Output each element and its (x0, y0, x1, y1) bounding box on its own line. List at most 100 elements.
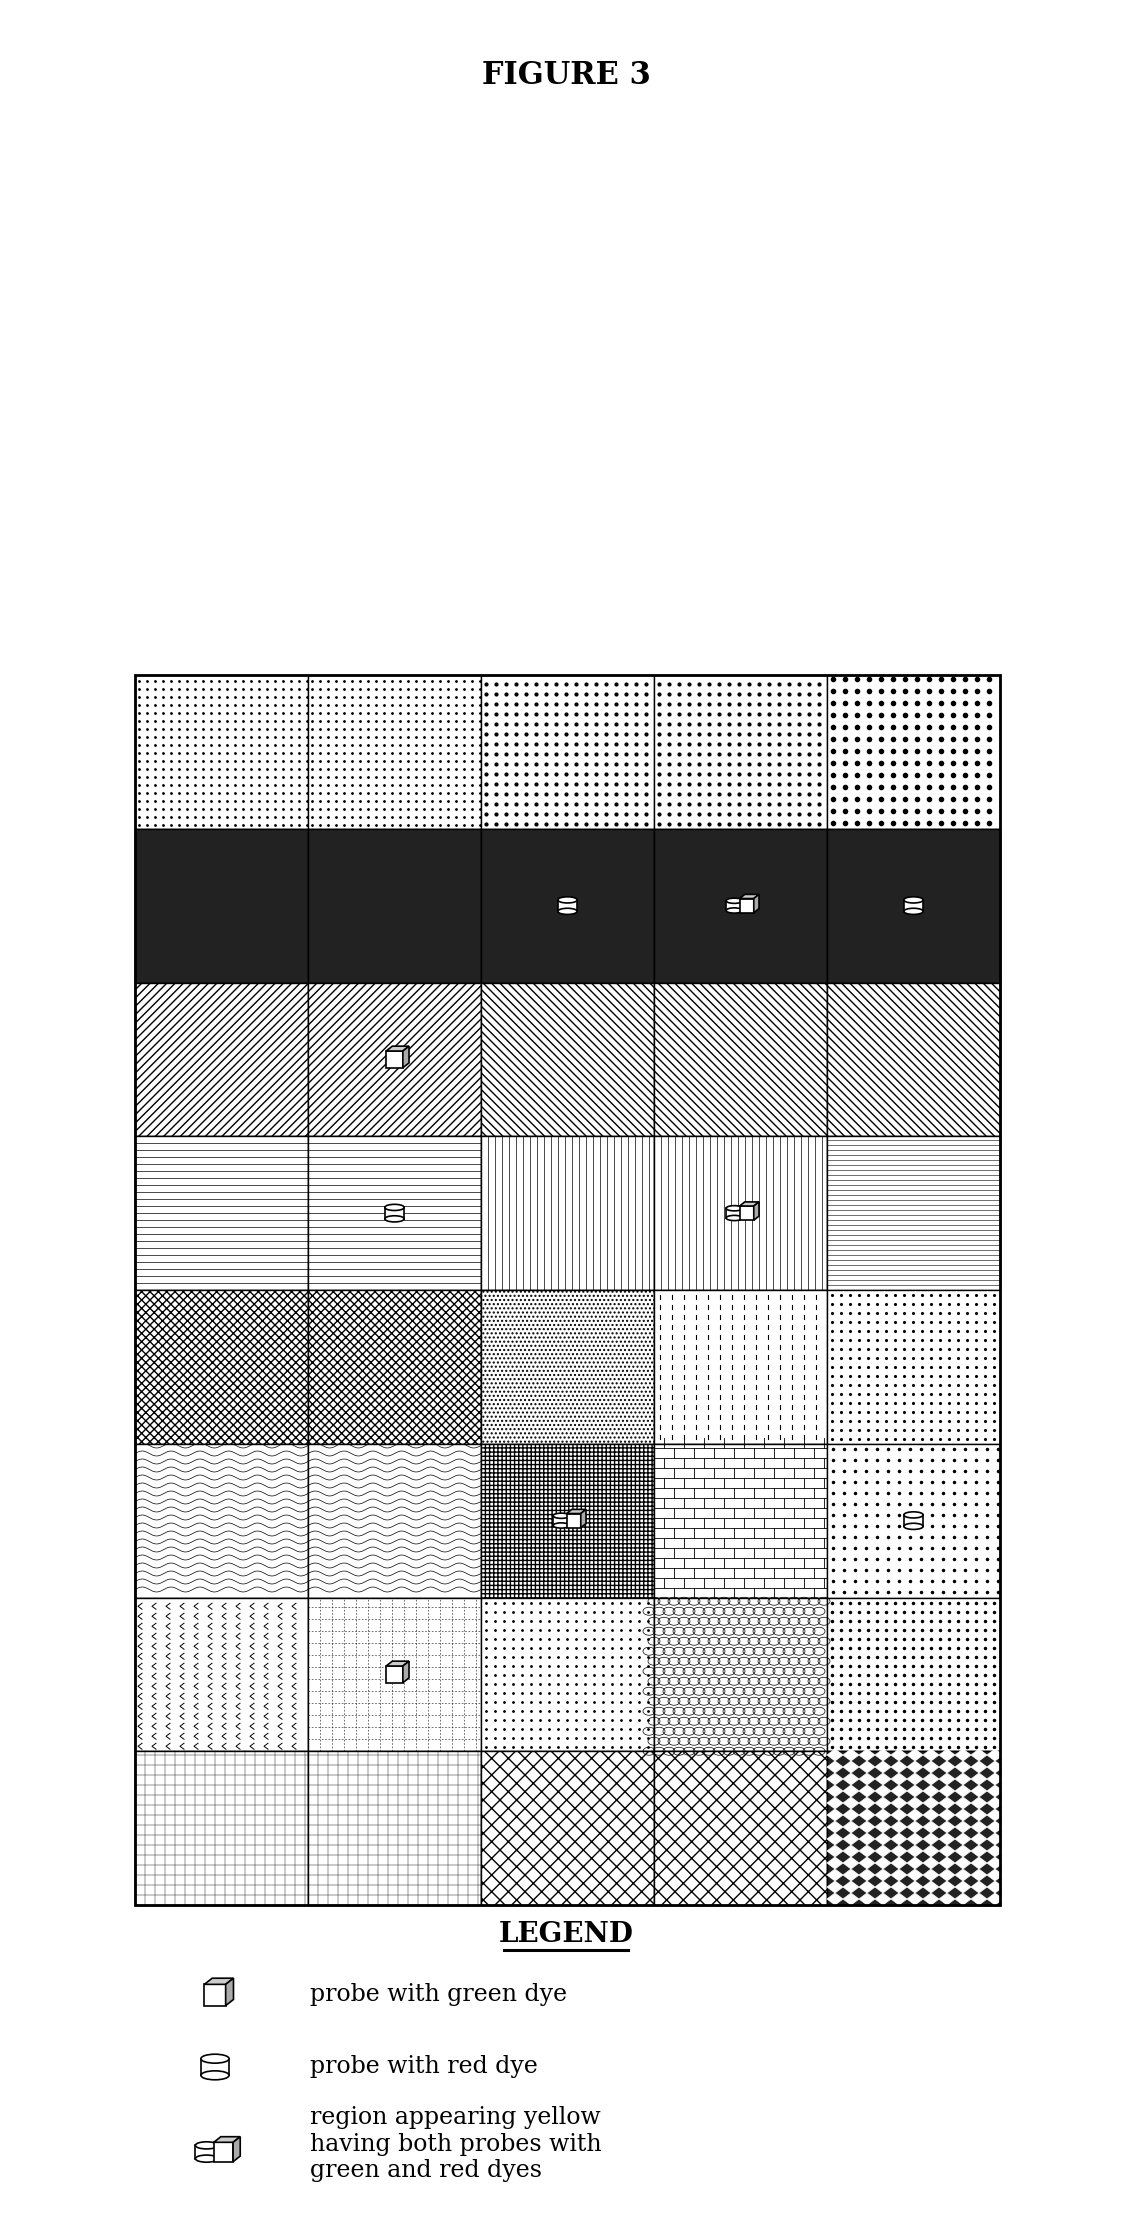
Ellipse shape (903, 1524, 924, 1529)
Polygon shape (907, 1846, 923, 1857)
Polygon shape (940, 1772, 955, 1786)
Polygon shape (955, 1893, 971, 1904)
Polygon shape (205, 1985, 225, 2005)
Polygon shape (859, 1772, 875, 1786)
Text: probe with green dye: probe with green dye (310, 1982, 567, 2007)
Polygon shape (386, 1046, 409, 1050)
Polygon shape (225, 1978, 233, 2005)
Polygon shape (955, 1846, 971, 1857)
Polygon shape (859, 1822, 875, 1833)
Polygon shape (843, 1750, 859, 1761)
Polygon shape (827, 1797, 843, 1808)
Polygon shape (987, 1750, 1003, 1761)
Bar (481, 1290, 654, 1444)
Bar (654, 1444, 827, 1598)
Polygon shape (891, 1786, 907, 1797)
Ellipse shape (196, 2141, 217, 2148)
Polygon shape (891, 1822, 907, 1833)
Polygon shape (843, 1808, 859, 1822)
Polygon shape (843, 1833, 859, 1846)
Bar (481, 1135, 654, 1290)
Polygon shape (859, 1797, 875, 1808)
Polygon shape (891, 1882, 907, 1893)
Polygon shape (214, 2137, 240, 2143)
Bar (827, 829, 1000, 983)
Bar (481, 675, 654, 829)
Polygon shape (827, 1868, 843, 1882)
Bar (827, 1135, 1000, 1290)
Polygon shape (955, 1772, 971, 1786)
Polygon shape (971, 1761, 987, 1772)
Polygon shape (923, 1833, 940, 1846)
Ellipse shape (726, 1216, 743, 1220)
Polygon shape (907, 1750, 923, 1761)
Bar (308, 1598, 481, 1752)
Polygon shape (891, 1893, 907, 1904)
Text: region appearing yellow
having both probes with
green and red dyes: region appearing yellow having both prob… (310, 2105, 601, 2181)
Polygon shape (923, 1797, 940, 1808)
Polygon shape (940, 1797, 955, 1808)
Polygon shape (739, 1202, 758, 1207)
Polygon shape (955, 1857, 971, 1868)
Bar (385, 1207, 404, 1218)
Polygon shape (940, 1846, 955, 1857)
Polygon shape (987, 1857, 1003, 1868)
Bar (200, 2058, 229, 2076)
Bar (308, 675, 481, 829)
Bar (481, 1444, 654, 1598)
Polygon shape (386, 1050, 403, 1068)
Bar (308, 829, 481, 983)
Bar (308, 1444, 481, 1598)
Bar (903, 1515, 924, 1527)
Bar (135, 675, 308, 829)
Bar (827, 1752, 1000, 1904)
Polygon shape (875, 1761, 891, 1772)
Polygon shape (923, 1893, 940, 1904)
Polygon shape (940, 1822, 955, 1833)
Polygon shape (581, 1509, 586, 1529)
Polygon shape (907, 1786, 923, 1797)
Bar (654, 675, 827, 829)
Bar (135, 1444, 308, 1598)
Polygon shape (859, 1808, 875, 1822)
Polygon shape (859, 1786, 875, 1797)
Polygon shape (827, 1846, 843, 1857)
Polygon shape (827, 1761, 843, 1772)
Bar (308, 1290, 481, 1444)
Bar (196, 2146, 217, 2159)
Polygon shape (859, 1761, 875, 1772)
Polygon shape (875, 1857, 891, 1868)
Polygon shape (907, 1882, 923, 1893)
Bar (654, 829, 827, 983)
Ellipse shape (385, 1205, 404, 1211)
Polygon shape (566, 1513, 581, 1529)
Ellipse shape (200, 2072, 229, 2081)
Polygon shape (955, 1868, 971, 1882)
Polygon shape (940, 1786, 955, 1797)
Polygon shape (955, 1833, 971, 1846)
Polygon shape (843, 1786, 859, 1797)
Bar (308, 829, 481, 983)
Bar (481, 1444, 654, 1598)
Polygon shape (827, 1808, 843, 1822)
Polygon shape (891, 1868, 907, 1882)
Bar (135, 829, 308, 983)
Bar (726, 901, 743, 910)
Bar (654, 983, 827, 1135)
Bar (135, 1752, 308, 1904)
Polygon shape (843, 1772, 859, 1786)
Polygon shape (754, 894, 758, 912)
Ellipse shape (903, 896, 924, 903)
Bar (654, 1135, 827, 1290)
Polygon shape (987, 1797, 1003, 1808)
Ellipse shape (200, 2054, 229, 2063)
Bar (827, 983, 1000, 1135)
Polygon shape (955, 1882, 971, 1893)
Bar (135, 1444, 308, 1598)
Polygon shape (971, 1822, 987, 1833)
Ellipse shape (903, 907, 924, 914)
Polygon shape (987, 1786, 1003, 1797)
Polygon shape (907, 1761, 923, 1772)
Polygon shape (739, 898, 754, 912)
Bar (481, 1752, 654, 1904)
